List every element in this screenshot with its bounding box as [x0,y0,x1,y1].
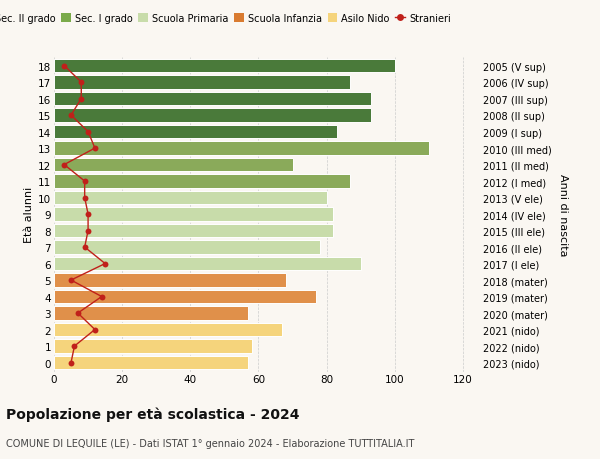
Bar [54,257,361,271]
Bar [54,125,337,139]
Bar [54,109,371,123]
Point [70,342,79,350]
Bar [54,307,248,320]
Point [76,79,86,87]
Point [59,63,69,70]
Point [80,195,89,202]
Bar [54,175,350,188]
Bar [54,158,293,172]
Bar [54,60,395,73]
Bar [54,142,429,156]
Y-axis label: Anni di nascita: Anni di nascita [558,174,568,256]
Bar [54,290,316,304]
Point [73,310,83,317]
Legend: Sec. II grado, Sec. I grado, Scuola Primaria, Scuola Infanzia, Asilo Nido, Stran: Sec. II grado, Sec. I grado, Scuola Prim… [0,13,451,23]
Point [66,359,76,366]
Bar [54,224,334,238]
Point [83,211,93,218]
Bar [54,76,350,90]
Bar [54,340,251,353]
Y-axis label: Età alunni: Età alunni [24,186,34,243]
Point [83,227,93,235]
Bar [54,208,334,221]
Point [80,244,89,251]
Point [76,95,86,103]
Point [66,112,76,119]
Text: Popolazione per età scolastica - 2024: Popolazione per età scolastica - 2024 [6,406,299,421]
Point [90,326,100,334]
Bar [54,274,286,287]
Point [83,129,93,136]
Point [59,162,69,169]
Bar [54,191,326,205]
Bar [54,93,371,106]
Bar [54,241,320,254]
Bar [54,323,283,336]
Point [97,293,107,301]
Point [66,277,76,284]
Point [90,145,100,152]
Point [80,178,89,185]
Point [100,260,110,268]
Bar [54,356,248,369]
Text: COMUNE DI LEQUILE (LE) - Dati ISTAT 1° gennaio 2024 - Elaborazione TUTTITALIA.IT: COMUNE DI LEQUILE (LE) - Dati ISTAT 1° g… [6,438,415,448]
